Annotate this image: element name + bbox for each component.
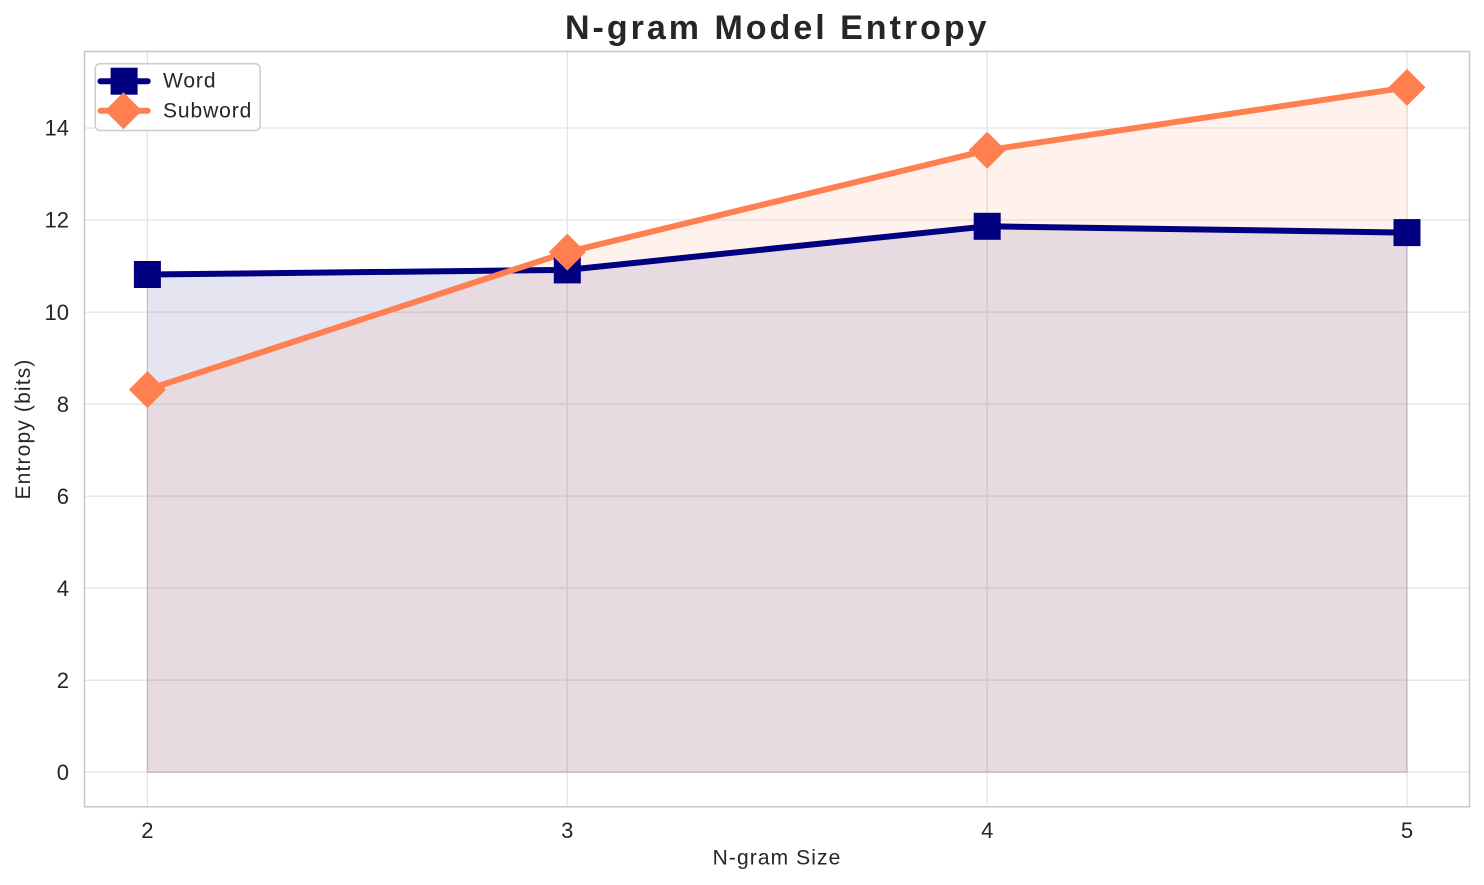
svg-text:Subword: Subword [163, 100, 252, 123]
svg-text:4: 4 [981, 818, 993, 843]
svg-text:4: 4 [57, 576, 69, 601]
svg-text:Entropy (bits): Entropy (bits) [12, 359, 35, 500]
svg-text:14: 14 [45, 116, 69, 141]
svg-text:0: 0 [57, 760, 69, 785]
svg-text:N-gram Model Entropy: N-gram Model Entropy [565, 9, 990, 47]
svg-text:2: 2 [57, 668, 69, 693]
svg-text:8: 8 [57, 392, 69, 417]
svg-text:5: 5 [1401, 818, 1413, 843]
svg-text:N-gram Size: N-gram Size [713, 847, 842, 870]
svg-text:2: 2 [141, 818, 153, 843]
svg-text:12: 12 [45, 208, 69, 233]
svg-text:10: 10 [45, 300, 69, 325]
svg-text:3: 3 [561, 818, 573, 843]
svg-text:6: 6 [57, 484, 69, 509]
svg-text:Word: Word [163, 70, 216, 93]
